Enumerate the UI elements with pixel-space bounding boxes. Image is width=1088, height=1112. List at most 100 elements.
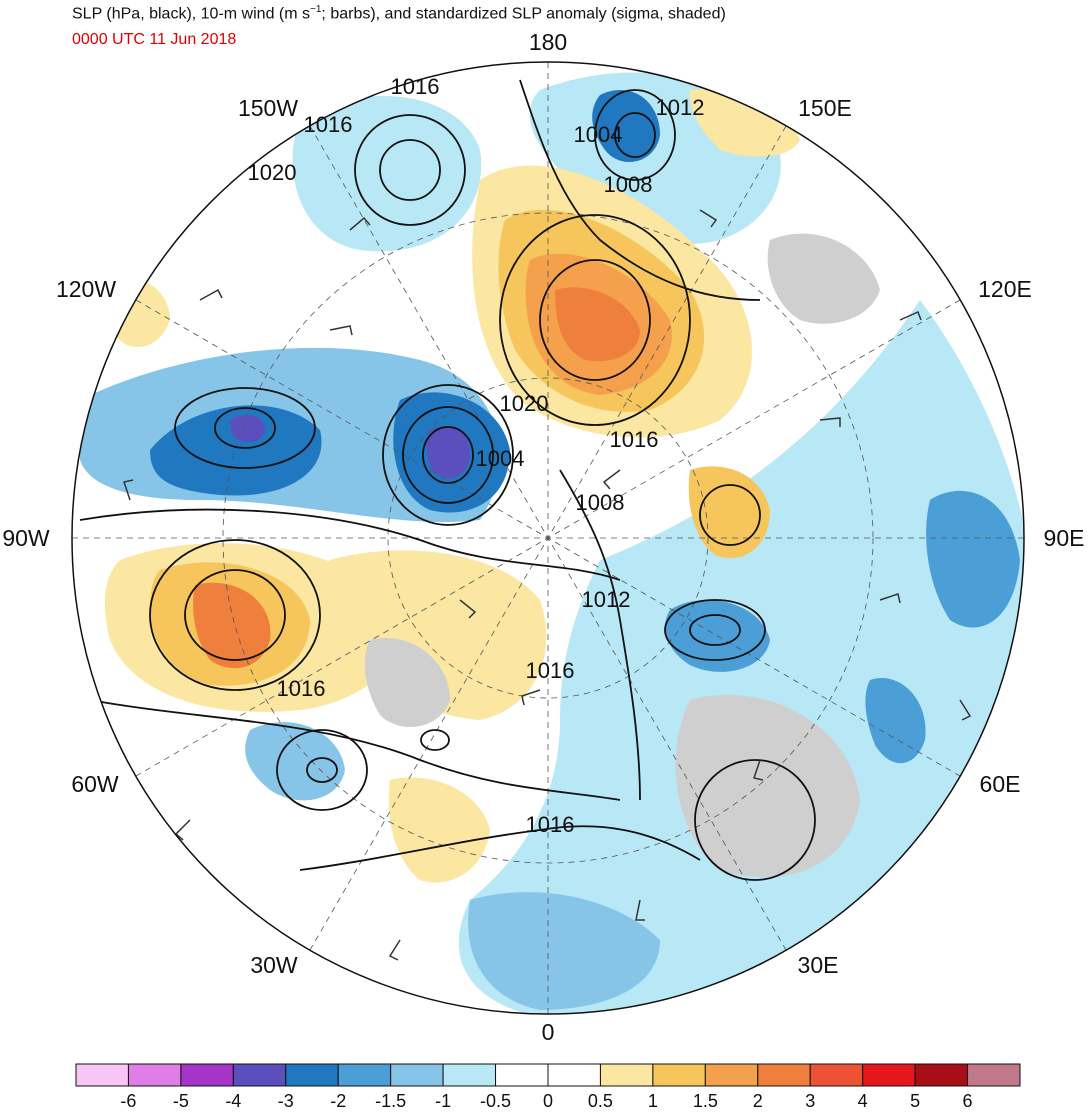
isobar-label: 1016 — [526, 658, 575, 683]
isobar — [214, 407, 276, 449]
wind-barb — [349, 216, 371, 231]
isobar-label: 1020 — [248, 160, 297, 185]
latitude-ring-inner — [387, 377, 709, 699]
shade-okhotsk-warm — [689, 89, 800, 157]
shade-canada-center — [230, 414, 265, 442]
colorbar-box — [285, 1063, 339, 1087]
shade-bering — [292, 96, 482, 252]
wind-barb — [899, 310, 922, 321]
colorbar-boxes — [75, 1063, 1021, 1087]
isobar — [499, 214, 691, 426]
colorbar-tick-label: -0.5 — [480, 1091, 511, 1111]
isobar — [699, 484, 761, 546]
colorbar-box — [442, 1063, 497, 1087]
isobar — [379, 139, 441, 201]
isobar-label: 1016 — [610, 427, 659, 452]
colorbar-tick-label: -1.5 — [375, 1091, 406, 1111]
isobar — [276, 729, 368, 811]
colorbar-box — [390, 1063, 444, 1087]
graticule — [72, 62, 1024, 1014]
colorbar-ticks: -6 -5 -4 -3 -2 -1.5 -1 -0.5 0 0.5 1 1.5 2 3 4 5 6 — [120, 1091, 972, 1111]
isobar-label: 1016 — [304, 112, 353, 137]
chart-title: SLP (hPa, black), 10-m wind (m s−1; barb… — [72, 4, 726, 23]
isobar — [299, 825, 701, 871]
longitude-label: 90W — [2, 525, 50, 551]
isobar — [539, 259, 651, 381]
wind-barb — [819, 417, 841, 427]
colorbar-tick-label: 6 — [963, 1091, 973, 1111]
colorbar-box — [914, 1063, 969, 1087]
isobar — [594, 89, 676, 181]
longitude-label: 180 — [529, 29, 567, 55]
isobar-label: 1004 — [476, 446, 525, 471]
shade-siberia-low — [926, 490, 1020, 628]
isobar-label: 1008 — [576, 490, 625, 515]
longitude-label: 90E — [1044, 525, 1085, 551]
wind-barb — [459, 599, 477, 619]
valid-time: 0000 UTC 11 Jun 2018 — [72, 31, 237, 48]
colorbar-box — [232, 1063, 287, 1087]
colorbar-tick-label: -5 — [173, 1091, 189, 1111]
colorbar-box — [809, 1063, 864, 1087]
colorbar-tick-label: 4 — [858, 1091, 868, 1111]
wind-barb — [388, 939, 401, 961]
wind-barb — [699, 209, 718, 228]
colorbar-box — [967, 1063, 1021, 1087]
longitude-label: 0 — [542, 1019, 555, 1045]
terrain-greenland — [364, 638, 450, 727]
isobars — [79, 79, 816, 881]
wind-barb — [602, 469, 621, 490]
wind-barb — [635, 899, 645, 921]
shade-labrador-low — [245, 722, 345, 801]
longitude-label: 60W — [71, 771, 119, 797]
isobar — [420, 729, 450, 751]
colorbar-box — [704, 1063, 759, 1087]
colorbar-box — [180, 1063, 234, 1087]
colorbar-box — [547, 1063, 601, 1087]
isobar-label: 1020 — [500, 391, 549, 416]
colorbar-box — [75, 1063, 129, 1087]
longitude-label: 30W — [250, 952, 298, 978]
isobar — [184, 569, 286, 661]
isobar — [382, 384, 514, 526]
isobar-label: 1004 — [574, 122, 623, 147]
isobar — [689, 614, 741, 646]
colorbar-box — [127, 1063, 182, 1087]
shade-arctic-core — [426, 426, 470, 479]
wind-barb — [123, 479, 134, 501]
colorbar-box — [495, 1063, 549, 1087]
isobar — [422, 426, 474, 484]
colorbar-tick-label: 1 — [648, 1091, 658, 1111]
isobar — [89, 699, 621, 801]
shade-kamchatka-low — [592, 89, 660, 162]
longitude-label: 120E — [978, 276, 1032, 302]
isobar — [694, 759, 816, 881]
colorbar-box — [599, 1063, 654, 1087]
isobar — [664, 599, 766, 661]
isobar — [402, 406, 494, 504]
polar-map: 1016 1016 1020 1004 1012 1008 1020 1016 1004 1008… — [2, 29, 1084, 1045]
longitude-label: 60E — [980, 771, 1021, 797]
colorbar-box — [652, 1063, 706, 1087]
isobar-label: 1012 — [656, 95, 705, 120]
longitude-labels: 180 150E 120E 90E 60E 30E 0 30W 60W 90W 120W 150W — [2, 29, 1084, 1045]
shade-europe-low — [468, 892, 660, 1010]
colorbar-tick-label: 0.5 — [588, 1091, 613, 1111]
longitude-label: 30E — [798, 952, 839, 978]
terrain-east-siberia — [767, 233, 880, 324]
isobar — [354, 114, 466, 226]
isobar-label: 1016 — [526, 812, 575, 837]
colorbar-tick-label: 5 — [910, 1091, 920, 1111]
wind-barb — [521, 689, 541, 706]
shade-central-asia-low — [865, 678, 926, 764]
colorbar-tick-label: -1 — [435, 1091, 451, 1111]
longitude-label: 150W — [238, 95, 298, 121]
isobar — [174, 387, 316, 469]
colorbar-tick-label: -3 — [278, 1091, 294, 1111]
colorbar-tick-label: -4 — [225, 1091, 241, 1111]
colorbar-tick-label: 1.5 — [693, 1091, 718, 1111]
colorbar-box — [337, 1063, 392, 1087]
latitude-ring-outer — [222, 212, 874, 864]
shade-arctic-high-core — [555, 287, 640, 362]
colorbar-tick-label: 3 — [805, 1091, 815, 1111]
